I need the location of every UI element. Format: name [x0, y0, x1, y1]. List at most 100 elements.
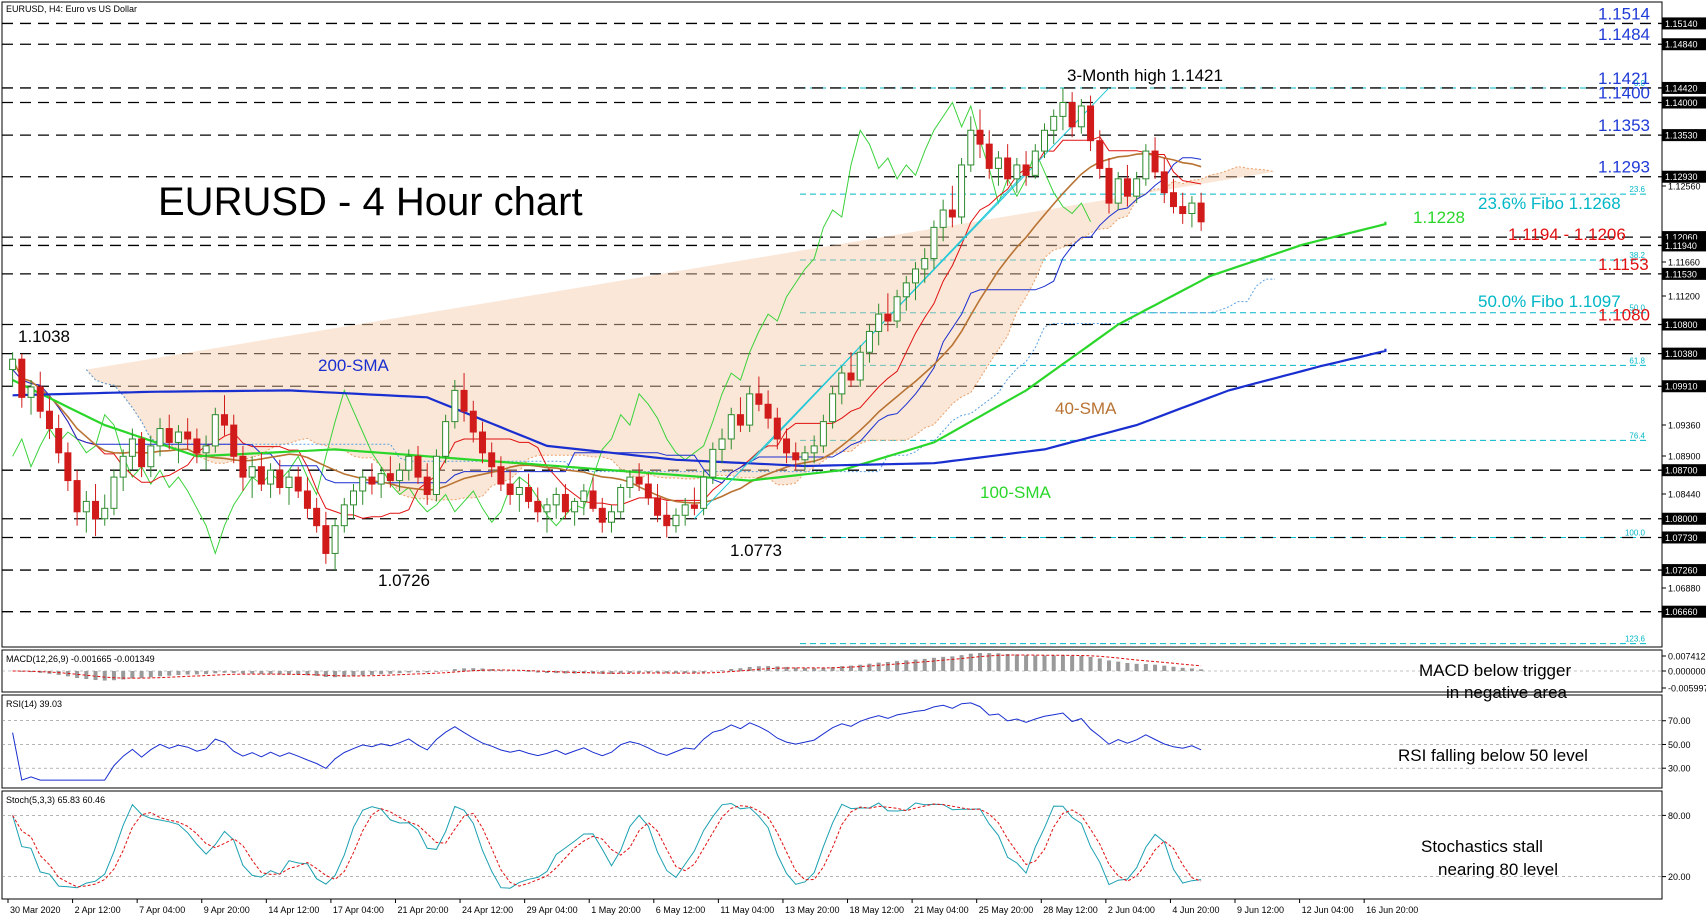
candle-body-91 [847, 372, 855, 381]
candle-body-15 [147, 445, 155, 468]
candle-body-114 [1059, 102, 1067, 117]
candle-body-7 [73, 480, 81, 513]
candle-body-86 [801, 452, 809, 461]
stoch-pane-frame [1, 790, 1663, 900]
rsi-annotation: RSI falling below 50 level [1398, 746, 1588, 765]
candle-body-28 [267, 469, 275, 485]
candle-body-62 [580, 490, 588, 502]
candle-body-70 [654, 497, 662, 516]
fib-tag-23.6: 23.6 [1629, 185, 1645, 194]
fib-236-label: 23.6% Fibo 1.1268 [1478, 194, 1621, 213]
x-label-5: 17 Apr 04:00 [333, 905, 384, 915]
axis-tag-16: 1.06660 [1665, 607, 1698, 617]
axis-tag-10: 1.10380 [1665, 349, 1698, 359]
sma100-label: 100-SMA [980, 483, 1052, 502]
axis-tag-bg-15 [1662, 564, 1706, 577]
fib-tag-38.2: 38.2 [1629, 251, 1645, 260]
candle-body-101 [939, 209, 947, 228]
candle-body-57 [534, 500, 542, 513]
candle-body-119 [1105, 167, 1113, 204]
candle-body-111 [1031, 150, 1039, 176]
candle-body-53 [497, 466, 505, 485]
candle-body-88 [819, 421, 827, 447]
candle-body-31 [294, 476, 302, 492]
candle-body-16 [156, 428, 164, 447]
candle-body-73 [681, 504, 689, 516]
candle-body-38 [359, 476, 367, 492]
candle-body-60 [561, 493, 569, 513]
rsi-axis-0: 70.00 [1668, 716, 1691, 726]
candle-body-1 [18, 358, 26, 398]
sma40-label: 40-SMA [1055, 399, 1117, 418]
macd-signal-line [12, 654, 1202, 679]
candle-body-46 [432, 455, 440, 495]
axis-tag-2: 1.14420 [1665, 83, 1698, 93]
candle-body-109 [1013, 164, 1021, 180]
level-label-4: 1.1353 [1598, 116, 1650, 135]
axis-tag-14: 1.07730 [1665, 533, 1698, 543]
axis-tag-7: 1.11940 [1665, 241, 1697, 251]
candle-body-77 [718, 438, 726, 450]
axis-tag-bg-10 [1662, 347, 1706, 360]
candle-body-69 [644, 483, 652, 499]
annotation-peak: 1.1038 [18, 327, 70, 346]
candle-body-8 [82, 500, 90, 513]
x-label-11: 11 May 04:00 [720, 905, 774, 915]
macd-annotation-2: in negative area [1446, 683, 1568, 702]
candle-body-9 [92, 500, 100, 520]
rsi-pane-frame [1, 694, 1663, 789]
x-label-1: 2 Apr 12:00 [75, 905, 121, 915]
rsi-line [12, 702, 1202, 781]
axis-tag-bg-13 [1662, 512, 1706, 525]
axis-tag-9: 1.10800 [1665, 320, 1698, 330]
candle-body-65 [607, 511, 615, 523]
level-label-1: 1.1484 [1598, 25, 1650, 44]
x-label-2: 7 Apr 04:00 [139, 905, 185, 915]
axis-tag-5: 1.12930 [1665, 172, 1698, 182]
candle-body-35 [331, 525, 339, 554]
candle-body-125 [1160, 171, 1168, 194]
candle-body-66 [617, 487, 625, 513]
candle-body-47 [442, 421, 450, 457]
sma100-value: 1.1228 [1413, 208, 1465, 227]
candle-body-126 [1169, 192, 1177, 208]
candle-body-123 [1142, 150, 1150, 180]
stoch-k-line [12, 802, 1202, 889]
macd-axis-1: 0.000000 [1668, 667, 1706, 677]
axis-tag-bg-12 [1662, 464, 1706, 477]
stoch-annotation-1: Stochastics stall [1421, 837, 1543, 856]
level-label-5: 1.1293 [1598, 158, 1650, 177]
candle-body-89 [829, 393, 837, 423]
candle-body-128 [1188, 202, 1196, 215]
candle-body-49 [460, 389, 468, 412]
candle-body-6 [64, 452, 72, 482]
axis-tag-bg-3 [1662, 96, 1706, 109]
candle-body-67 [626, 476, 634, 489]
candle-body-56 [525, 487, 533, 502]
price-axis: 1.15140 1.14840 1.14420 1.14000 1.13530 1.129… [1662, 17, 1706, 618]
candle-body-21 [202, 445, 210, 454]
sma200-line [12, 348, 1387, 468]
annotation-low-1: 1.0726 [378, 571, 430, 590]
candle-body-103 [958, 164, 966, 218]
candle-body-120 [1114, 178, 1122, 204]
candle-body-44 [414, 455, 422, 478]
candle-body-63 [589, 490, 597, 509]
candle-body-5 [55, 428, 63, 454]
axis-tag-13: 1.08000 [1665, 514, 1698, 524]
x-label-12: 13 May 20:00 [785, 905, 840, 915]
symbol-label: EURUSD, H4: Euro vs US Dollar [6, 4, 137, 14]
axis-label-0: 1.12560 [1668, 182, 1701, 192]
candle-body-2 [27, 386, 35, 398]
macd-annotation-1: MACD below trigger [1419, 661, 1571, 680]
candle-body-4 [45, 410, 53, 430]
x-label-7: 24 Apr 12:00 [462, 905, 513, 915]
candle-body-118 [1096, 140, 1104, 169]
candle-body-22 [211, 414, 219, 447]
axis-tag-bg-2 [1662, 81, 1706, 94]
candle-body-113 [1050, 115, 1058, 131]
candle-body-42 [396, 469, 404, 482]
candle-body-95 [884, 313, 892, 322]
